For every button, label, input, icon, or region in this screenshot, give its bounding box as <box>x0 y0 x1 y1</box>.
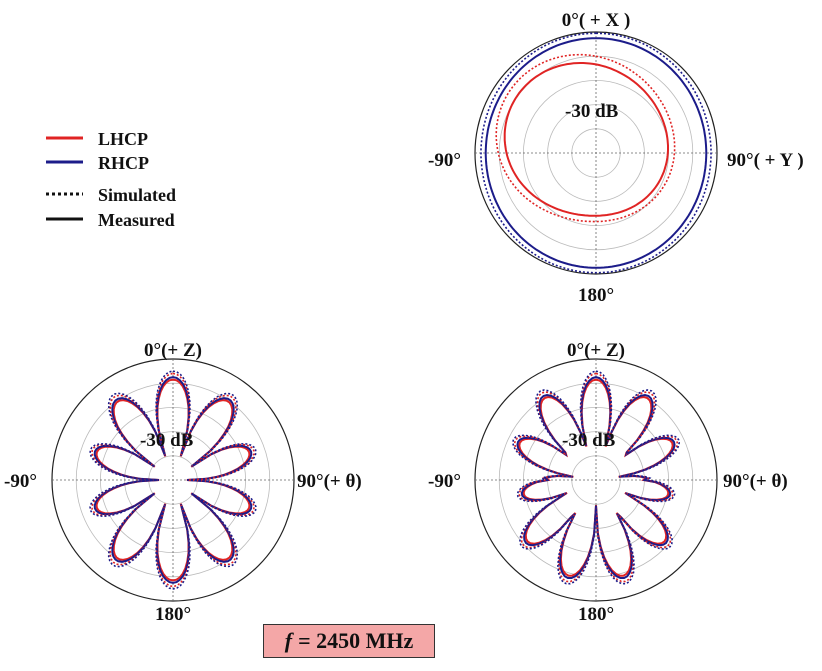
polar-plot-bottom-right: 0°(+ Z) 90°(+ θ) -90° 180° -30 dB <box>428 340 788 625</box>
axis-label-bottom: 180° <box>578 604 614 625</box>
polar-grid-bottom-right <box>474 358 718 602</box>
frequency-value: = 2450 MHz <box>298 628 414 653</box>
series-rhcp-simulated <box>89 370 257 590</box>
ring-label: -30 dB <box>562 430 616 451</box>
axis-label-right: 90°(+ θ) <box>297 471 362 492</box>
series-rhcp-measured <box>93 376 253 584</box>
series-lhcp-simulated <box>513 372 679 583</box>
ring-label: -30 dB <box>565 101 619 122</box>
polar-plot-bottom-left: 0°(+ Z) 90°(+ θ) -90° 180° -30 dB <box>4 340 362 625</box>
legend-label-rhcp: RHCP <box>98 153 149 173</box>
axis-label-right: 90°( + Y ) <box>727 150 804 171</box>
series-lhcp-simulated <box>495 53 676 223</box>
axis-label-top: 0°(+ Z) <box>144 340 202 361</box>
axis-label-left: -90° <box>428 150 461 171</box>
legend-label-measured: Measured <box>98 210 175 230</box>
series-rhcp-simulated <box>480 32 712 274</box>
axis-label-top: 0°( + X ) <box>562 10 631 31</box>
axis-label-right: 90°(+ θ) <box>723 471 788 492</box>
polar-curves-top <box>480 32 712 274</box>
axis-label-bottom: 180° <box>578 285 614 306</box>
series-lhcp-measured <box>518 378 674 577</box>
legend-label-simulated: Simulated <box>98 185 176 205</box>
axis-label-left: -90° <box>4 471 37 492</box>
legend: LHCP RHCP Simulated Measured <box>46 129 176 230</box>
polar-curves-bottom-right <box>511 370 681 585</box>
polar-grid-bottom-left <box>51 358 295 602</box>
series-rhcp-measured <box>516 376 676 579</box>
legend-label-lhcp: LHCP <box>98 129 148 149</box>
polar-curves-bottom-left <box>89 370 257 590</box>
polar-plot-top: 0°( + X ) 90°( + Y ) -90° 180° -30 dB <box>428 10 804 306</box>
axis-label-left: -90° <box>428 471 461 492</box>
frequency-label: f = 2450 MHz <box>263 624 435 658</box>
series-lhcp-measured <box>503 62 669 217</box>
axis-label-bottom: 180° <box>155 604 191 625</box>
frequency-symbol: f <box>284 628 293 653</box>
series-rhcp-measured <box>484 37 708 269</box>
series-rhcp-simulated <box>511 370 681 585</box>
polar-grid-top <box>474 31 718 275</box>
axis-label-top: 0°(+ Z) <box>567 340 625 361</box>
ring-label: -30 dB <box>140 430 194 451</box>
